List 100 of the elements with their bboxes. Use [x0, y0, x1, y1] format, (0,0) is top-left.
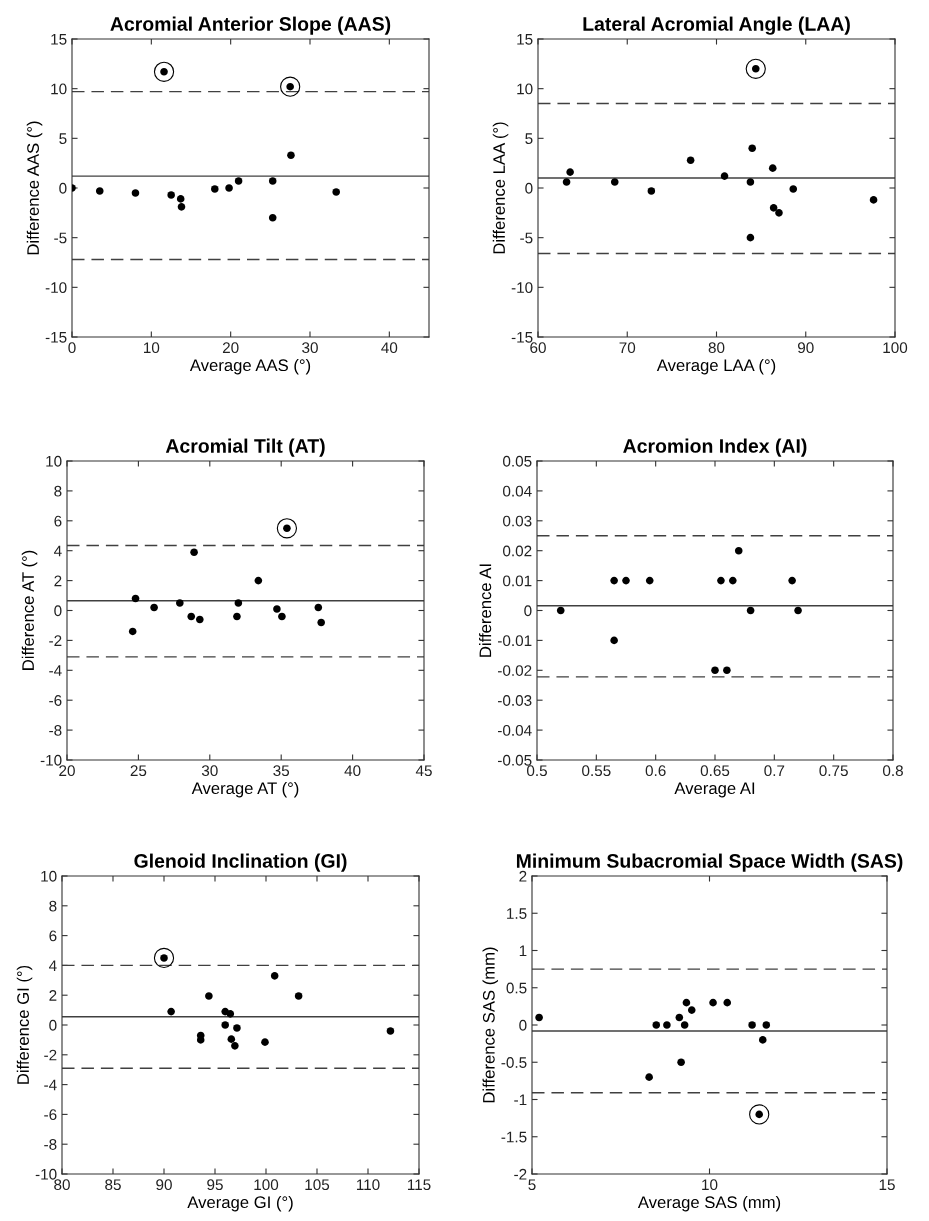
- point: [128, 627, 137, 636]
- point: [746, 233, 755, 242]
- y-tick-label: 6: [54, 515, 62, 527]
- point: [645, 1073, 653, 1081]
- point: [682, 998, 691, 1007]
- point: [225, 184, 233, 192]
- y-tick-label: 10: [41, 870, 57, 882]
- x-axis-title: Average AAS (°): [189, 358, 311, 375]
- point: [746, 606, 755, 615]
- point: [278, 612, 286, 621]
- point: [231, 1042, 239, 1050]
- y-tick-label: -4: [49, 665, 62, 676]
- x-tick-label: 115: [407, 1179, 431, 1191]
- y-axis-title: Difference AT (°): [21, 550, 38, 670]
- point: [196, 1036, 205, 1044]
- chart-title: Acromial Tilt (AT): [165, 438, 325, 457]
- y-tick-label: 0.03: [503, 515, 532, 527]
- chart-title: Lateral Acromial Angle (LAA): [583, 16, 850, 35]
- y-tick-label: -8: [44, 1139, 57, 1150]
- point: [709, 998, 717, 1007]
- point: [187, 612, 196, 621]
- y-axis-title: Difference LAA (°): [492, 122, 509, 254]
- y-tick-label: -10: [45, 282, 67, 294]
- y-tick-label: -15: [511, 332, 533, 343]
- point: [762, 1021, 771, 1029]
- x-tick-label: 100: [883, 342, 908, 354]
- point: [211, 185, 219, 193]
- point: [150, 603, 158, 612]
- point: [227, 1035, 236, 1043]
- x-tick-label: 25: [130, 765, 147, 777]
- point: [167, 1007, 175, 1016]
- point: [794, 606, 802, 615]
- y-tick-label: -6: [44, 1109, 57, 1121]
- point: [332, 188, 340, 196]
- point: [196, 615, 204, 624]
- y-axis-title: Difference SAS (mm): [482, 947, 499, 1103]
- y-tick-label: -0.01: [498, 635, 532, 647]
- point: [268, 177, 277, 185]
- y-tick-label: 0.04: [503, 485, 532, 497]
- point: [768, 164, 777, 172]
- x-tick-label: 0.6: [645, 765, 666, 777]
- point: [317, 618, 325, 627]
- y-tick-label: 15: [517, 34, 533, 45]
- point: [234, 177, 243, 185]
- y-tick-label: 4: [48, 960, 57, 971]
- x-axis-title: Average SAS (mm): [637, 1195, 781, 1212]
- point: [789, 185, 798, 193]
- y-tick-label: -5: [54, 232, 67, 244]
- x-tick-label: 0.8: [882, 765, 903, 777]
- x-tick-label: 80: [54, 1179, 70, 1191]
- x-tick-label: 0.55: [582, 765, 611, 777]
- point: [748, 144, 756, 153]
- y-tick-label: 0: [524, 605, 532, 617]
- y-axis-title: Difference AAS (°): [26, 121, 43, 255]
- point: [746, 178, 755, 186]
- chart-title: Minimum Subacromial Space Width (SAS): [516, 853, 903, 872]
- point: [734, 546, 743, 555]
- point: [680, 1021, 689, 1029]
- y-tick-label: 10: [46, 455, 62, 467]
- point: [556, 606, 565, 615]
- x-axis-title: Average LAA (°): [656, 358, 776, 375]
- y-axis-title: Difference AI: [479, 564, 492, 657]
- y-tick-label: -0.5: [501, 1057, 527, 1068]
- point: [270, 972, 279, 980]
- y-tick-label: -1: [514, 1094, 527, 1106]
- y-tick-label: 0.02: [503, 545, 532, 557]
- x-tick-label: 10: [702, 1179, 718, 1191]
- point: [686, 156, 695, 164]
- x-tick-label: 85: [105, 1179, 121, 1191]
- point: [167, 191, 175, 199]
- y-tick-label: 5: [525, 133, 533, 145]
- x-tick-label: 95: [207, 1179, 223, 1191]
- point: [131, 594, 140, 603]
- y-tick-label: 10: [51, 83, 67, 95]
- y-tick-label: -8: [49, 724, 62, 736]
- x-tick-label: 20: [222, 342, 239, 354]
- chart-title: Acromion Index (AI): [623, 438, 807, 457]
- chart-title: Glenoid Inclination (GI): [134, 853, 347, 872]
- point: [647, 187, 656, 195]
- x-tick-label: 35: [273, 765, 290, 777]
- y-tick-label: -0.05: [498, 754, 532, 766]
- y-tick-label: -5: [520, 232, 533, 244]
- point: [775, 209, 783, 217]
- point: [758, 1036, 767, 1044]
- point: [268, 214, 277, 222]
- x-tick-label: 45: [415, 765, 432, 777]
- y-tick-label: -15: [45, 332, 67, 343]
- x-tick-label: 15: [879, 1179, 895, 1191]
- y-tick-label: 0: [59, 182, 67, 194]
- point: [723, 666, 731, 675]
- x-tick-label: 90: [156, 1179, 172, 1191]
- point: [566, 168, 574, 176]
- point: [675, 1013, 684, 1022]
- point: [769, 204, 778, 212]
- y-tick-label: 0.05: [503, 455, 532, 467]
- point: [748, 1021, 756, 1029]
- x-tick-label: 0.75: [819, 765, 848, 777]
- point: [622, 576, 630, 585]
- y-tick-label: 8: [49, 900, 57, 912]
- point: [287, 151, 295, 160]
